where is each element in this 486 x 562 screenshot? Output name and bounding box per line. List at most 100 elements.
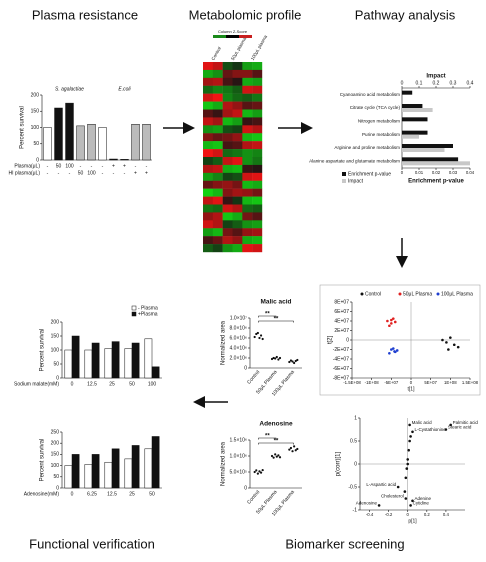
point <box>261 337 264 341</box>
y-tick-label: -4E+07 <box>333 356 349 362</box>
heat-cell <box>203 133 214 142</box>
x-tick-label: 0.01 <box>415 170 424 175</box>
heat-cell <box>222 69 233 79</box>
heat-cell <box>203 157 214 166</box>
y-tick-label: 6.0×10⁶ <box>230 335 248 341</box>
x-tick-label: 50 <box>56 163 62 169</box>
point <box>294 359 297 363</box>
point <box>411 499 414 503</box>
x-tick-label: 6.25 <box>87 491 97 497</box>
heat-cell <box>232 244 243 253</box>
x-tick-label: 1.5E+08 <box>462 380 479 385</box>
bar <box>151 436 160 489</box>
heat-cell <box>232 228 243 237</box>
point <box>447 348 450 351</box>
heat-cell <box>232 157 243 166</box>
bar <box>124 348 133 379</box>
y-tick-label: 100 <box>31 125 40 131</box>
point <box>261 468 264 472</box>
heat-cell <box>252 149 263 158</box>
bar <box>64 465 73 489</box>
heat-cell <box>222 77 233 86</box>
y-tick-label: 0.5 <box>350 438 357 444</box>
y-tick-label: 200 <box>51 441 60 447</box>
point <box>296 447 299 451</box>
bar <box>402 90 413 95</box>
point <box>411 430 414 434</box>
x-tick-label: -5E+07 <box>384 380 399 385</box>
point <box>293 361 296 365</box>
heat-cell <box>252 62 263 71</box>
heat-cell <box>252 133 263 142</box>
heat-cell <box>203 117 214 126</box>
point <box>456 345 460 349</box>
y-tick-label: 100 <box>51 347 60 353</box>
heat-cell <box>242 93 253 102</box>
point <box>404 476 408 480</box>
heat-cell <box>252 77 263 86</box>
bar <box>402 148 445 152</box>
point <box>258 336 261 340</box>
heat-cell <box>252 236 263 245</box>
heat-cell <box>203 196 214 205</box>
point <box>259 334 263 337</box>
heat-cell <box>242 85 253 94</box>
x-axis-label: Enrichment p-value <box>408 179 464 185</box>
point <box>393 350 396 353</box>
x-axis-label: p[1] <box>408 518 417 524</box>
heat-cell <box>222 204 233 213</box>
legend-scale <box>239 35 252 38</box>
bar <box>64 349 73 379</box>
heat-cell <box>232 212 243 221</box>
x2-tick-label: 0.4 <box>467 80 474 86</box>
heat-cell <box>222 212 233 221</box>
y-tick-label: 0 <box>56 375 59 381</box>
heat-cell <box>203 228 214 237</box>
x-tick-label: Control <box>246 489 261 505</box>
group-label: S. agalactiae <box>55 86 84 92</box>
heat-cell <box>232 188 243 197</box>
legend-swatch <box>131 311 137 317</box>
legend-swatch <box>342 179 346 183</box>
heat-cell <box>222 228 233 237</box>
heat-cell <box>212 204 223 213</box>
y-tick-label: 50 <box>33 141 39 147</box>
y-axis-label: Percent survival <box>20 106 26 149</box>
point-label: L-Aspartic acid <box>366 482 396 487</box>
heat-cell <box>203 180 214 189</box>
bar <box>402 144 453 148</box>
point <box>275 455 278 458</box>
bar <box>402 108 433 112</box>
point <box>253 335 256 339</box>
x-tick-label: 0.04 <box>466 170 475 175</box>
y-tick-label: 2E+07 <box>334 328 349 334</box>
x-tick-label: + <box>145 170 148 176</box>
x-tick-label: 0 <box>410 380 413 385</box>
x-tick-label: -0.4 <box>366 512 374 517</box>
heat-cell <box>203 188 214 197</box>
legend-label: 50μL Plasma <box>403 291 432 297</box>
legend-label: Impact <box>348 178 364 184</box>
x-tick-label: - <box>47 170 49 176</box>
legend-scale <box>213 35 226 38</box>
y-tick-label: 1 <box>354 415 357 421</box>
heat-cell <box>232 164 243 174</box>
heat-cell <box>242 69 253 79</box>
heat-cell <box>232 69 243 79</box>
point <box>288 360 291 364</box>
heat-cell <box>252 220 263 229</box>
heat-cell <box>212 164 223 174</box>
point <box>294 449 297 452</box>
point <box>390 318 393 322</box>
bracket <box>258 442 294 445</box>
heat-cell <box>242 244 253 253</box>
point <box>404 497 408 500</box>
heat-cell <box>232 141 243 150</box>
point <box>388 324 391 328</box>
legend-marker <box>398 292 402 296</box>
x2-tick-label: 0 <box>401 80 404 86</box>
y-axis-label: Normalized area <box>221 320 227 365</box>
bar <box>402 157 459 162</box>
bar <box>144 448 153 489</box>
